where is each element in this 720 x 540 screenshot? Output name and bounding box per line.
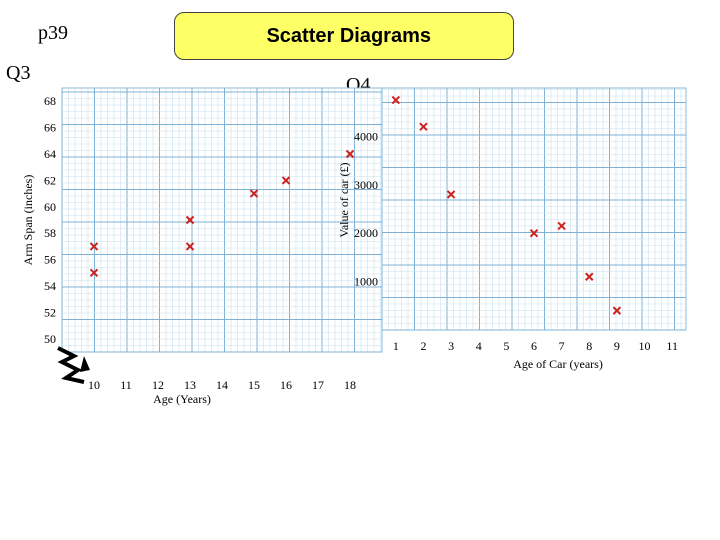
axis-break-arrow-icon	[80, 356, 90, 372]
x-tick-label: 11	[120, 378, 132, 392]
y-tick-label: 50	[44, 332, 56, 346]
data-point	[281, 176, 291, 185]
y-tick-label: 52	[44, 305, 56, 319]
data-point	[345, 149, 355, 159]
title-banner: Scatter Diagrams	[174, 12, 514, 60]
x-tick-label: 15	[248, 378, 260, 392]
data-point	[249, 189, 259, 198]
x-tick-label: 10	[639, 339, 651, 353]
data-point	[557, 221, 566, 231]
data-point	[585, 272, 594, 281]
x-tick-label: 5	[503, 339, 509, 353]
y-tick-label: 62	[44, 173, 56, 187]
y-tick-label: 60	[44, 200, 56, 214]
data-point	[529, 228, 539, 238]
y-tick-label: 58	[44, 226, 56, 240]
axis-break-icon	[57, 346, 85, 384]
x-axis-label: Age of Car (years)	[513, 357, 603, 371]
x-tick-label: 16	[280, 378, 292, 392]
x-tick-label: 4	[476, 339, 482, 353]
page-title: Scatter Diagrams	[266, 24, 431, 47]
grid	[381, 87, 687, 331]
y-tick-label: 66	[44, 121, 56, 135]
y-axis-label: Value of car (£)	[337, 163, 351, 238]
y-tick-label: 4000	[354, 129, 378, 143]
y-tick-label: 3000	[354, 178, 378, 192]
x-tick-label: 11	[666, 339, 678, 353]
data-point	[185, 242, 195, 251]
x-tick-label: 13	[184, 378, 196, 392]
x-tick-label: 18	[344, 378, 356, 392]
x-axis-label: Age (Years)	[153, 392, 211, 406]
x-tick-label: 7	[559, 339, 565, 353]
grid	[61, 87, 383, 353]
data-point	[446, 190, 456, 199]
y-tick-label: 68	[44, 94, 56, 108]
data-point	[612, 306, 622, 315]
x-tick-label: 1	[393, 339, 399, 353]
y-tick-label: 54	[44, 279, 56, 293]
x-tick-label: 8	[586, 339, 592, 353]
y-tick-label: 1000	[354, 275, 378, 289]
data-point	[185, 215, 195, 225]
data-point	[89, 268, 99, 278]
q3-chart: 50 52 54 56 58 60 62 64 66 68 10 11 12 13 14 15 16 17 18 Ar…	[21, 87, 383, 406]
y-tick-label: 64	[44, 147, 56, 161]
x-tick-label: 12	[152, 378, 164, 392]
data-point	[89, 242, 99, 251]
x-tick-label: 14	[216, 378, 228, 392]
q4-chart: 1000 2000 3000 4000 1 2 3 4 5 6 7 8 9 10 11 Value of ca…	[337, 87, 687, 371]
x-tick-label: 6	[531, 339, 537, 353]
y-axis-label: Arm Span (inches)	[21, 175, 35, 266]
q3-label: Q3	[6, 62, 31, 84]
x-tick-label: 2	[420, 339, 426, 353]
page-reference: p39	[38, 22, 68, 44]
y-tick-label: 56	[44, 253, 56, 267]
data-point	[391, 95, 401, 105]
x-tick-label: 10	[88, 378, 100, 392]
x-tick-label: 17	[312, 378, 324, 392]
y-tick-label: 2000	[354, 226, 378, 240]
x-tick-label: 9	[614, 339, 620, 353]
data-point	[419, 122, 428, 131]
x-tick-label: 3	[448, 339, 454, 353]
